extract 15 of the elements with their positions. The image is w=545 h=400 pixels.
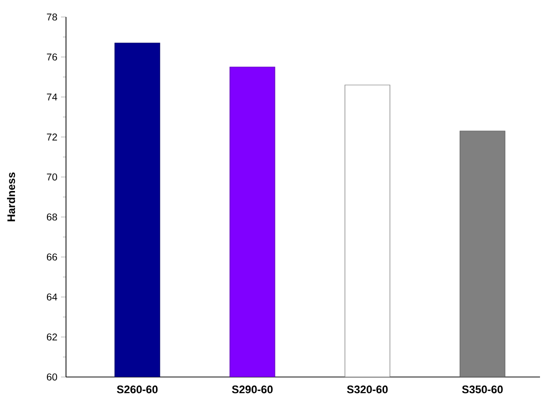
y-tick-label: 66 xyxy=(46,253,58,261)
y-tick-label: 76 xyxy=(46,53,58,61)
y-tick-label: 64 xyxy=(46,293,58,301)
y-tick-label: 78 xyxy=(46,13,58,21)
y-axis-title: Hardness xyxy=(7,172,16,222)
y-tick-label: 70 xyxy=(46,173,58,181)
y-tick-label: 62 xyxy=(46,333,57,341)
x-tick-label: S260-60 xyxy=(116,386,158,394)
y-tick-label: 72 xyxy=(46,134,57,140)
y-tick-label: 60 xyxy=(46,373,58,381)
x-tick-label: S350-60 xyxy=(462,386,503,394)
y-tick-label: 68 xyxy=(46,213,58,221)
y-tick-label: 74 xyxy=(46,94,58,100)
x-tick-label: S320-60 xyxy=(347,386,388,394)
x-tick-label: S290-60 xyxy=(232,386,273,394)
